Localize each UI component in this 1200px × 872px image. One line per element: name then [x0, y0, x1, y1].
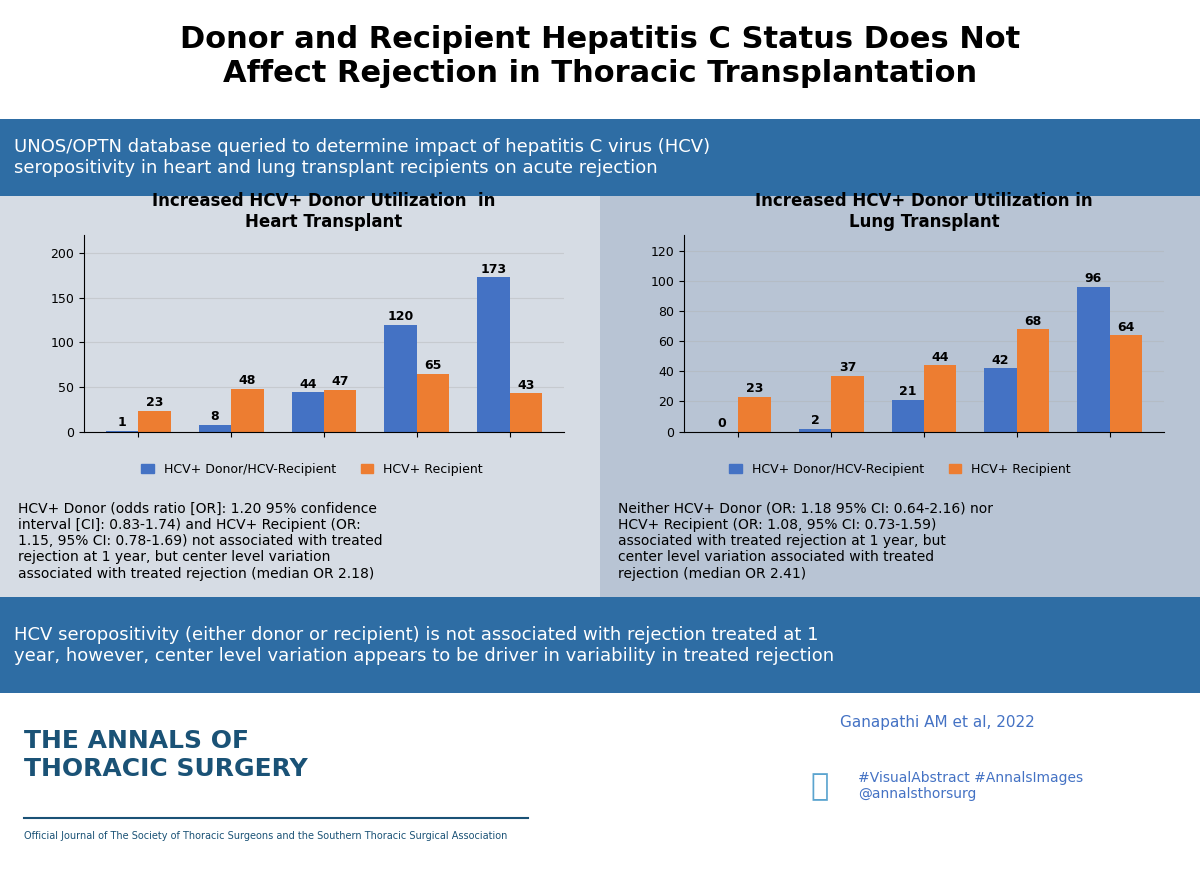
Bar [478, 277, 510, 432]
Title: Increased HCV+ Donor Utilization  in
Heart Transplant: Increased HCV+ Donor Utilization in Hear… [152, 193, 496, 231]
Bar [324, 390, 356, 432]
Text: 0: 0 [718, 417, 726, 430]
Text: 23: 23 [146, 397, 163, 409]
Bar [832, 376, 864, 432]
Legend: HCV+ Donor/HCV-Recipient, HCV+ Recipient: HCV+ Donor/HCV-Recipient, HCV+ Recipient [724, 458, 1076, 480]
Bar [106, 431, 138, 432]
Text: 42: 42 [992, 354, 1009, 367]
Text: 68: 68 [1025, 315, 1042, 328]
Bar [292, 392, 324, 432]
Bar [799, 429, 832, 432]
Bar [138, 411, 170, 432]
Text: HCV+ Donor (odds ratio [OR]: 1.20 95% confidence
interval [CI]: 0.83-1.74) and H: HCV+ Donor (odds ratio [OR]: 1.20 95% co… [18, 501, 383, 581]
Text: THE ANNALS OF
THORACIC SURGERY: THE ANNALS OF THORACIC SURGERY [24, 729, 307, 780]
Bar [510, 393, 542, 432]
Text: 44: 44 [299, 378, 317, 391]
Text: 2: 2 [810, 414, 820, 427]
X-axis label: Year: Year [911, 460, 937, 473]
Text: 43: 43 [517, 378, 535, 392]
Bar [1078, 287, 1110, 432]
Bar [232, 389, 264, 432]
Text: 48: 48 [239, 374, 256, 387]
Bar [984, 368, 1016, 432]
Text: UNOS/OPTN database queried to determine impact of hepatitis C virus (HCV)
seropo: UNOS/OPTN database queried to determine … [14, 139, 710, 177]
Bar [738, 397, 770, 432]
Text: 21: 21 [899, 385, 917, 399]
Bar [1016, 329, 1049, 432]
Text: Neither HCV+ Donor (OR: 1.18 95% CI: 0.64-2.16) nor
HCV+ Recipient (OR: 1.08, 95: Neither HCV+ Donor (OR: 1.18 95% CI: 0.6… [618, 501, 994, 581]
Text: 🐦: 🐦 [810, 772, 828, 800]
Text: Ganapathi AM et al, 2022: Ganapathi AM et al, 2022 [840, 715, 1034, 730]
Text: 47: 47 [331, 375, 349, 388]
Text: 23: 23 [746, 383, 763, 395]
Text: 8: 8 [210, 410, 220, 423]
Text: 65: 65 [425, 359, 442, 371]
Text: 37: 37 [839, 361, 856, 374]
Text: 64: 64 [1117, 321, 1135, 334]
Bar [199, 425, 232, 432]
Bar [384, 324, 416, 432]
Text: 173: 173 [480, 262, 506, 276]
X-axis label: Year: Year [311, 460, 337, 473]
Text: Official Journal of The Society of Thoracic Surgeons and the Southern Thoracic S: Official Journal of The Society of Thora… [24, 831, 508, 841]
Text: 120: 120 [388, 310, 414, 323]
Title: Increased HCV+ Donor Utilization in
Lung Transplant: Increased HCV+ Donor Utilization in Lung… [755, 193, 1093, 231]
Text: Donor and Recipient Hepatitis C Status Does Not
Affect Rejection in Thoracic Tra: Donor and Recipient Hepatitis C Status D… [180, 25, 1020, 88]
Text: 44: 44 [931, 351, 949, 364]
Bar [1110, 335, 1142, 432]
Text: 96: 96 [1085, 272, 1102, 285]
Bar [416, 374, 449, 432]
Bar [892, 400, 924, 432]
Text: 1: 1 [118, 416, 126, 429]
Text: #VisualAbstract #AnnalsImages
@annalsthorsurg: #VisualAbstract #AnnalsImages @annalstho… [858, 771, 1084, 801]
Legend: HCV+ Donor/HCV-Recipient, HCV+ Recipient: HCV+ Donor/HCV-Recipient, HCV+ Recipient [136, 458, 488, 480]
Bar [924, 365, 956, 432]
Text: HCV seropositivity (either donor or recipient) is not associated with rejection : HCV seropositivity (either donor or reci… [14, 626, 834, 664]
